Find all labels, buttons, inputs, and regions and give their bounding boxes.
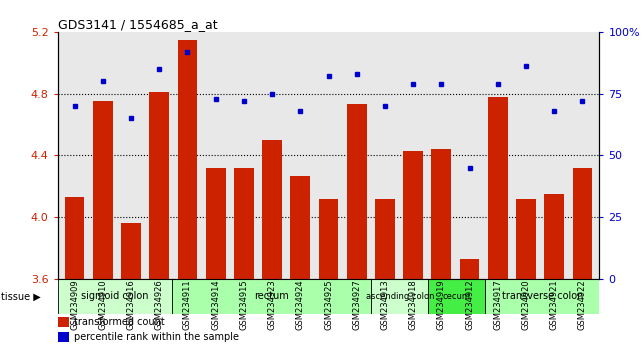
Bar [58,317,69,327]
Bar [121,223,141,279]
Text: tissue ▶: tissue ▶ [1,291,40,301]
Bar [58,331,69,342]
Text: GSM234919: GSM234919 [437,279,446,330]
Bar [375,199,395,279]
Bar [58,279,172,314]
Text: GSM234918: GSM234918 [409,279,418,330]
Text: GSM234913: GSM234913 [381,279,390,330]
Bar [290,176,310,279]
Text: GSM234909: GSM234909 [70,279,79,330]
Text: GSM234920: GSM234920 [522,279,531,330]
Text: GSM234927: GSM234927 [352,279,362,330]
Text: GSM234911: GSM234911 [183,279,192,330]
Text: percentile rank within the sample: percentile rank within the sample [74,332,239,342]
Text: GSM234917: GSM234917 [494,279,503,330]
Bar [172,279,371,314]
Bar [488,97,508,279]
Text: GDS3141 / 1554685_a_at: GDS3141 / 1554685_a_at [58,18,217,31]
Text: GSM234923: GSM234923 [267,279,276,330]
Text: GSM234916: GSM234916 [126,279,135,330]
Text: transverse colon: transverse colon [502,291,583,301]
Text: GSM234910: GSM234910 [98,279,107,330]
Bar [431,149,451,279]
Text: GSM234915: GSM234915 [239,279,248,330]
Bar [319,199,338,279]
Bar [262,140,282,279]
Text: GSM234912: GSM234912 [465,279,474,330]
Text: transformed count: transformed count [74,317,165,327]
Text: GSM234922: GSM234922 [578,279,587,330]
Bar [544,194,564,279]
Bar [516,199,536,279]
Bar [572,168,592,279]
Text: ascending colon: ascending colon [365,292,434,301]
Text: GSM234925: GSM234925 [324,279,333,330]
Bar [178,40,197,279]
Text: rectum: rectum [254,291,289,301]
Text: GSM234921: GSM234921 [550,279,559,330]
Bar [234,168,254,279]
Text: GSM234926: GSM234926 [154,279,163,330]
Text: GSM234914: GSM234914 [211,279,220,330]
Bar [149,92,169,279]
Text: sigmoid colon: sigmoid colon [81,291,149,301]
Text: cecum: cecum [443,292,470,301]
Bar [93,101,113,279]
Text: GSM234924: GSM234924 [296,279,305,330]
Bar [428,279,485,314]
Bar [485,279,599,314]
Bar [206,168,226,279]
Bar [403,151,423,279]
Bar [371,279,428,314]
Bar [347,104,367,279]
Bar [460,259,479,279]
Bar [65,197,85,279]
